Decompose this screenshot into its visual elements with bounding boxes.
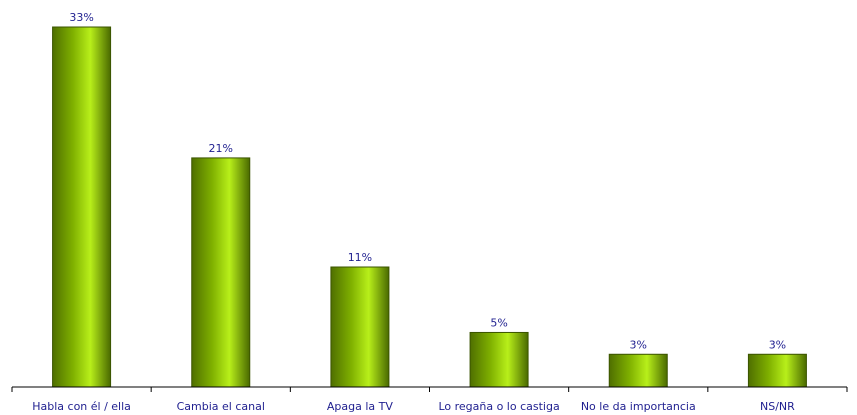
x-tick-labels: Habla con él / ella Cambia el canal Apaga …: [32, 400, 795, 413]
bar: [469, 331, 529, 388]
data-label: 21%: [209, 142, 233, 155]
bar: [52, 26, 112, 388]
x-tick-label: Cambia el canal: [177, 400, 265, 413]
x-axis: [11, 386, 848, 392]
x-tick-label: Lo regaña o lo castiga: [438, 400, 559, 413]
bars-group: [52, 26, 807, 388]
bar: [608, 353, 668, 388]
data-label: 33%: [69, 11, 93, 24]
x-tick-label: NS/NR: [760, 400, 795, 413]
data-label: 3%: [769, 338, 786, 351]
data-label: 11%: [348, 251, 372, 264]
bar: [330, 266, 390, 388]
data-labels: 33% 21% 11% 5% 3% 3%: [69, 11, 786, 351]
bar: [747, 353, 807, 388]
data-label: 3%: [630, 338, 647, 351]
x-tick-label: Habla con él / ella: [32, 400, 131, 413]
x-tick-label: No le da importancia: [581, 400, 696, 413]
bar: [191, 157, 251, 388]
data-label: 5%: [490, 316, 507, 329]
x-tick-label: Apaga la TV: [327, 400, 393, 413]
